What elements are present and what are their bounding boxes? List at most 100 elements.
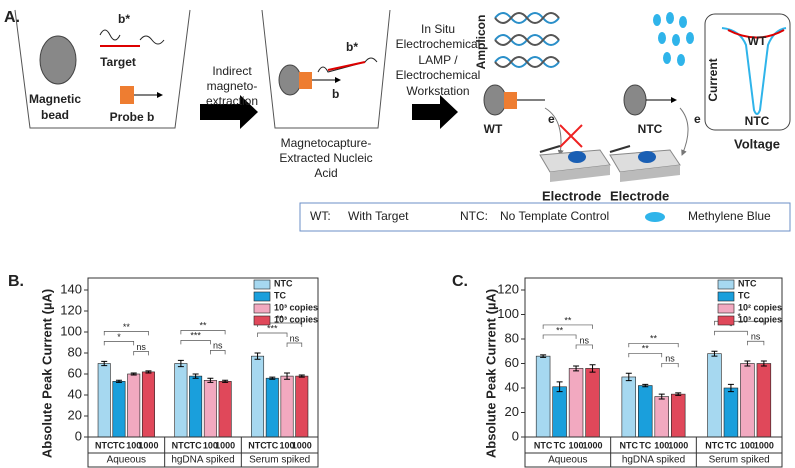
panel-label: A. bbox=[4, 9, 20, 26]
bar-label: NTC bbox=[705, 440, 724, 450]
amplicons bbox=[494, 12, 560, 68]
panel-label: C. bbox=[452, 273, 468, 290]
bar bbox=[127, 373, 141, 438]
label: Magnetocapture- bbox=[281, 136, 372, 150]
significance-bracket bbox=[103, 331, 149, 336]
significance-bracket bbox=[180, 340, 211, 345]
y-tick-label: 60 bbox=[505, 355, 519, 370]
error-bar bbox=[540, 354, 547, 358]
significance-label: ns bbox=[580, 335, 590, 345]
significance-bracket bbox=[714, 320, 765, 326]
category-box bbox=[524, 436, 783, 468]
bar-label: NTC bbox=[620, 440, 639, 450]
bar-label: 100 bbox=[654, 440, 669, 450]
label: In Situ bbox=[421, 22, 455, 36]
bar-label: NTC bbox=[248, 440, 267, 450]
y-axis-label: Absolute Peak Current (µA) bbox=[39, 289, 54, 458]
y-tick-label: 100 bbox=[60, 323, 82, 338]
significance-bracket bbox=[542, 334, 577, 339]
y-tick-label: 0 bbox=[75, 428, 82, 443]
error-bar bbox=[625, 372, 632, 382]
error-bar bbox=[115, 379, 122, 383]
label: magneto- bbox=[207, 79, 258, 93]
target-strand bbox=[99, 29, 165, 47]
probe bbox=[120, 86, 134, 104]
significance-bracket bbox=[133, 351, 149, 356]
bar bbox=[251, 355, 265, 438]
label: Electrochemical bbox=[396, 68, 481, 82]
significance-bracket bbox=[286, 342, 303, 347]
panel-label: B. bbox=[8, 273, 24, 290]
legend-swatch bbox=[253, 315, 271, 326]
y-tick-label: 20 bbox=[68, 407, 82, 422]
significance-label: *** bbox=[267, 323, 278, 333]
error-bar bbox=[556, 381, 563, 393]
probe bbox=[299, 72, 312, 89]
label: Electrode bbox=[542, 188, 601, 203]
error-bar bbox=[222, 379, 229, 383]
significance-bracket bbox=[575, 344, 593, 349]
bar-label: 1000 bbox=[215, 440, 235, 450]
error-bar bbox=[284, 372, 291, 380]
y-tick-label: 100 bbox=[497, 306, 519, 321]
bar-label: NTC bbox=[172, 440, 191, 450]
significance-label: ** bbox=[650, 334, 658, 344]
group-label: hgDNA spiked bbox=[171, 455, 234, 466]
electron-path bbox=[679, 107, 689, 156]
significance-label: * bbox=[729, 322, 733, 332]
label: b bbox=[332, 87, 339, 101]
label: NTC bbox=[745, 114, 770, 128]
label: Amplicon bbox=[474, 15, 488, 70]
legend-label: 10³ copies bbox=[274, 314, 318, 324]
bar-label: 1000 bbox=[292, 440, 312, 450]
bar bbox=[535, 355, 551, 438]
significance-label: ** bbox=[556, 325, 564, 335]
y-tick-label: 120 bbox=[497, 281, 519, 296]
y-tick-label: 0 bbox=[512, 428, 519, 443]
significance-bracket bbox=[661, 362, 679, 368]
bar bbox=[295, 375, 309, 438]
significance-bracket bbox=[628, 352, 663, 358]
legend-swatch bbox=[253, 303, 271, 314]
legend-label: TC bbox=[274, 290, 286, 300]
methylene-blue bbox=[653, 12, 694, 66]
bar bbox=[756, 363, 772, 438]
bar bbox=[740, 363, 755, 438]
bar-label: TC bbox=[266, 440, 278, 450]
legend-label: 10³ copies bbox=[274, 302, 318, 312]
significance-bracket bbox=[714, 330, 748, 336]
bar bbox=[568, 368, 584, 438]
legend-label: NTC bbox=[738, 278, 757, 288]
significance-label: ns bbox=[290, 333, 300, 343]
bar-label: TC bbox=[554, 440, 566, 450]
bar-label: 100 bbox=[126, 440, 141, 450]
label: Acid bbox=[314, 166, 337, 180]
bar-label: TC bbox=[725, 440, 737, 450]
bar bbox=[280, 375, 294, 438]
label: Voltage bbox=[734, 136, 780, 151]
group-label: Serum spiked bbox=[249, 455, 310, 466]
legend-swatch bbox=[717, 279, 735, 290]
bar-label: 100 bbox=[740, 440, 755, 450]
bar bbox=[141, 371, 155, 438]
panel-a: A. b* Target Magnetic bead Probe b Indir… bbox=[4, 9, 791, 232]
bar-label: TC bbox=[639, 440, 651, 450]
tube bbox=[14, 9, 191, 129]
y-tick-label: 80 bbox=[505, 330, 519, 345]
target-region bbox=[327, 61, 366, 71]
bead bbox=[278, 64, 302, 96]
probe bbox=[504, 92, 517, 109]
legend-label: TC bbox=[738, 290, 750, 300]
error-bar bbox=[589, 364, 596, 373]
legend-label: NTC bbox=[274, 278, 293, 288]
significance-label: *** bbox=[190, 331, 201, 341]
group-label: Aqueous bbox=[548, 455, 587, 466]
significance-label: ** bbox=[276, 313, 284, 323]
electron-path bbox=[544, 107, 564, 156]
label: b* bbox=[118, 12, 130, 26]
legend-swatch bbox=[717, 291, 735, 302]
legend-swatch bbox=[253, 279, 271, 290]
y-tick-label: 60 bbox=[68, 365, 82, 380]
error-bar bbox=[744, 360, 751, 367]
